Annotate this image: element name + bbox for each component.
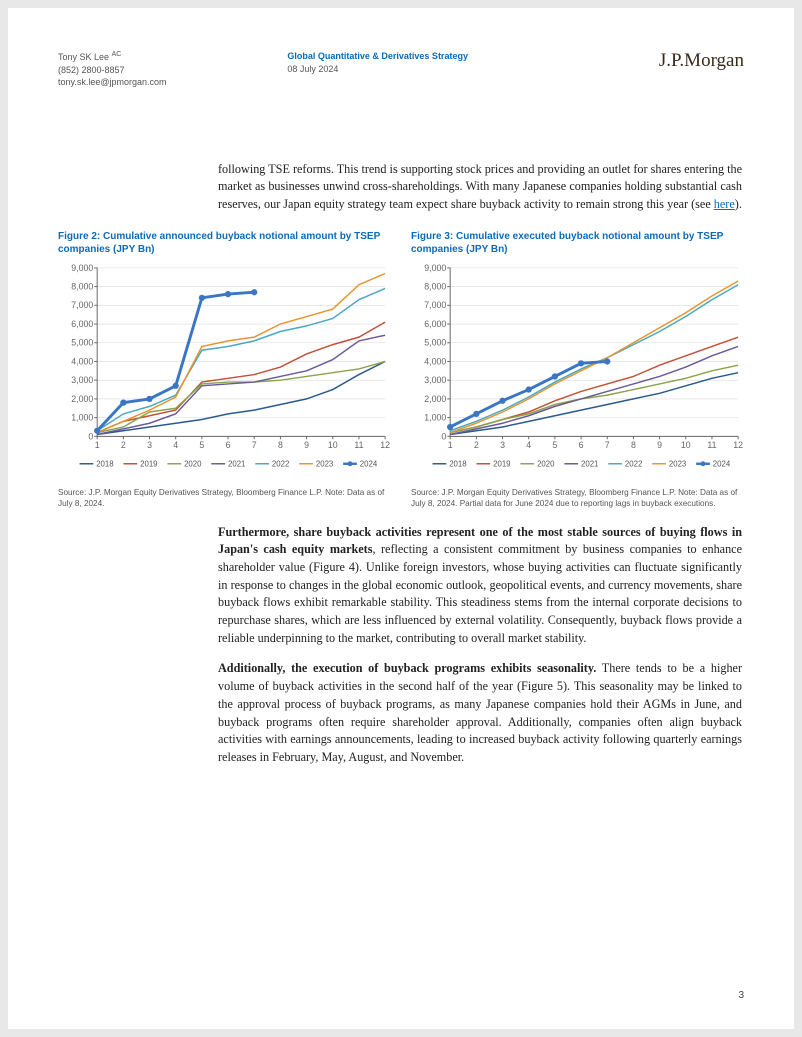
svg-text:2019: 2019 <box>140 460 157 469</box>
dept-name: Global Quantitative & Derivatives Strate… <box>287 50 468 63</box>
svg-text:4: 4 <box>173 440 178 450</box>
svg-text:2020: 2020 <box>184 460 202 469</box>
figure-3-title: Figure 3: Cumulative executed buyback no… <box>411 230 744 256</box>
doc-date: 08 July 2024 <box>287 63 468 76</box>
header-author: Tony SK Lee AC (852) 2800-8857 tony.sk.l… <box>58 50 167 89</box>
svg-text:6,000: 6,000 <box>424 319 446 329</box>
author-phone: (852) 2800-8857 <box>58 65 125 75</box>
svg-text:2024: 2024 <box>360 460 378 469</box>
svg-text:5: 5 <box>552 440 557 450</box>
svg-text:1,000: 1,000 <box>71 412 93 422</box>
svg-text:4,000: 4,000 <box>424 356 446 366</box>
author-ac: AC <box>112 51 122 58</box>
body-paragraphs: Furthermore, share buyback activities re… <box>218 524 742 767</box>
svg-text:9,000: 9,000 <box>71 263 93 273</box>
svg-text:5: 5 <box>199 440 204 450</box>
svg-text:7,000: 7,000 <box>71 300 93 310</box>
figure-3-chart: 0 1,000 2,000 3,000 4,000 5,000 6,000 7,000 8,00… <box>411 262 744 477</box>
svg-text:9: 9 <box>304 440 309 450</box>
svg-text:7: 7 <box>605 440 610 450</box>
svg-text:0: 0 <box>441 431 446 441</box>
svg-text:9: 9 <box>657 440 662 450</box>
svg-text:6: 6 <box>579 440 584 450</box>
para2-rest: , reflecting a consistent commitment by … <box>218 542 742 644</box>
svg-text:3,000: 3,000 <box>71 375 93 385</box>
svg-text:8,000: 8,000 <box>71 281 93 291</box>
svg-text:10: 10 <box>328 440 338 450</box>
svg-text:2021: 2021 <box>228 460 245 469</box>
svg-text:2020: 2020 <box>537 460 555 469</box>
svg-text:5,000: 5,000 <box>71 338 93 348</box>
svg-text:3: 3 <box>500 440 505 450</box>
svg-text:7,000: 7,000 <box>424 300 446 310</box>
svg-text:4: 4 <box>526 440 531 450</box>
charts-row: Figure 2: Cumulative announced buyback n… <box>58 230 744 510</box>
svg-text:2018: 2018 <box>449 460 467 469</box>
figure-2-title: Figure 2: Cumulative announced buyback n… <box>58 230 391 256</box>
svg-text:2022: 2022 <box>625 460 642 469</box>
figure-2-source: Source: J.P. Morgan Equity Derivatives S… <box>58 488 391 509</box>
intro-text: following TSE reforms. This trend is sup… <box>218 162 742 211</box>
header: Tony SK Lee AC (852) 2800-8857 tony.sk.l… <box>58 50 744 89</box>
svg-text:2024: 2024 <box>713 460 731 469</box>
svg-text:3,000: 3,000 <box>424 375 446 385</box>
page-number: 3 <box>738 990 744 1001</box>
svg-text:2023: 2023 <box>669 460 687 469</box>
svg-text:1: 1 <box>95 440 100 450</box>
logo: J.P.Morgan <box>659 50 744 72</box>
page: Tony SK Lee AC (852) 2800-8857 tony.sk.l… <box>8 8 794 1029</box>
svg-text:2022: 2022 <box>272 460 289 469</box>
para3-bold: Additionally, the execution of buyback p… <box>218 661 596 675</box>
figure-2-chart: 0 1,000 2,000 3,000 4,000 5,000 6,000 7,000 8,00… <box>58 262 391 477</box>
svg-text:7: 7 <box>252 440 257 450</box>
figure-3-source: Source: J.P. Morgan Equity Derivatives S… <box>411 488 744 509</box>
svg-text:11: 11 <box>707 440 716 450</box>
svg-text:8: 8 <box>631 440 636 450</box>
intro-paragraph: following TSE reforms. This trend is sup… <box>218 161 742 214</box>
svg-text:2019: 2019 <box>493 460 510 469</box>
svg-text:12: 12 <box>733 440 743 450</box>
svg-text:2,000: 2,000 <box>71 394 93 404</box>
para3-rest: There tends to be a higher volume of buy… <box>218 661 742 763</box>
svg-text:10: 10 <box>681 440 691 450</box>
svg-text:2: 2 <box>474 440 479 450</box>
svg-text:12: 12 <box>380 440 390 450</box>
svg-text:5,000: 5,000 <box>424 338 446 348</box>
svg-text:4,000: 4,000 <box>71 356 93 366</box>
svg-text:1,000: 1,000 <box>424 412 446 422</box>
svg-text:2,000: 2,000 <box>424 394 446 404</box>
svg-text:8: 8 <box>278 440 283 450</box>
author-name: Tony SK Lee <box>58 52 109 62</box>
svg-text:2: 2 <box>121 440 126 450</box>
intro-close: ). <box>735 197 742 211</box>
svg-text:9,000: 9,000 <box>424 263 446 273</box>
svg-text:3: 3 <box>147 440 152 450</box>
svg-text:2023: 2023 <box>316 460 334 469</box>
svg-text:2018: 2018 <box>96 460 114 469</box>
figure-2: Figure 2: Cumulative announced buyback n… <box>58 230 391 510</box>
svg-text:11: 11 <box>354 440 363 450</box>
svg-text:2021: 2021 <box>581 460 598 469</box>
svg-text:8,000: 8,000 <box>424 281 446 291</box>
here-link[interactable]: here <box>714 197 735 211</box>
svg-text:1: 1 <box>448 440 453 450</box>
author-email: tony.sk.lee@jpmorgan.com <box>58 77 167 87</box>
svg-text:6: 6 <box>226 440 231 450</box>
figure-3: Figure 3: Cumulative executed buyback no… <box>411 230 744 510</box>
header-dept: Global Quantitative & Derivatives Strate… <box>287 50 468 75</box>
svg-text:6,000: 6,000 <box>71 319 93 329</box>
svg-text:0: 0 <box>88 431 93 441</box>
